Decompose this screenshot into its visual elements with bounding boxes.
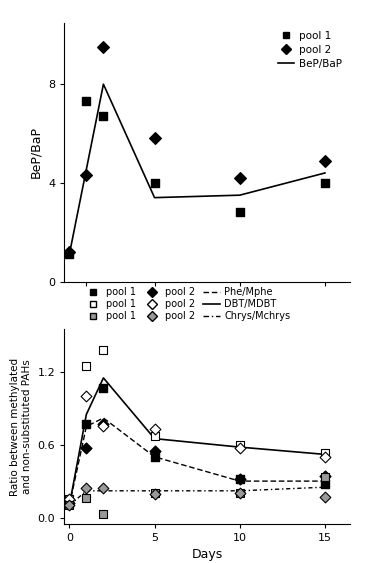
Point (66, 495, 72, 504)
X-axis label: Days: Days (192, 548, 223, 561)
Point (237, 489, 243, 498)
Point (83, 419, 89, 428)
Legend: pool 1, pool 1, pool 1, pool 2, pool 2, pool 2, Phe/Mphe, DBT/MDBT, Chrys/Mchrys: pool 1, pool 1, pool 1, pool 2, pool 2, … (84, 287, 290, 321)
Point (237, 208, 243, 217)
Point (66, 501, 72, 510)
Point (83, 392, 89, 401)
Point (66, 250, 72, 259)
Point (101, 383, 106, 392)
Point (322, 178, 328, 187)
Point (101, 43, 106, 52)
Point (322, 449, 328, 458)
Point (101, 484, 106, 493)
Point (83, 484, 89, 493)
Point (66, 247, 72, 256)
Point (101, 510, 106, 519)
Point (152, 432, 157, 441)
Point (152, 425, 157, 434)
Y-axis label: BeP/BaP: BeP/BaP (29, 126, 43, 178)
Point (237, 474, 243, 483)
Point (237, 444, 243, 453)
Point (237, 440, 243, 449)
Point (83, 171, 89, 180)
Point (66, 498, 72, 507)
Point (322, 472, 328, 481)
Point (152, 452, 157, 461)
Point (237, 474, 243, 483)
Point (101, 111, 106, 120)
Point (66, 501, 72, 510)
Y-axis label: Ratio between methylated
and non-substituted PAHs: Ratio between methylated and non-substit… (10, 358, 32, 495)
Point (83, 97, 89, 106)
Point (152, 446, 157, 455)
Point (101, 422, 106, 431)
Point (237, 489, 243, 498)
Point (322, 493, 328, 502)
Point (322, 479, 328, 488)
Point (152, 134, 157, 143)
Point (322, 452, 328, 461)
Point (322, 156, 328, 165)
Point (101, 346, 106, 355)
Point (66, 495, 72, 504)
Point (322, 473, 328, 482)
Point (83, 444, 89, 453)
Point (152, 178, 157, 187)
Point (83, 361, 89, 370)
Legend: pool 1, pool 2, BeP/BaP: pool 1, pool 2, BeP/BaP (275, 28, 345, 72)
Point (83, 494, 89, 503)
Point (66, 498, 72, 507)
Point (152, 490, 157, 499)
Point (237, 173, 243, 182)
Point (152, 489, 157, 498)
Point (101, 419, 106, 428)
